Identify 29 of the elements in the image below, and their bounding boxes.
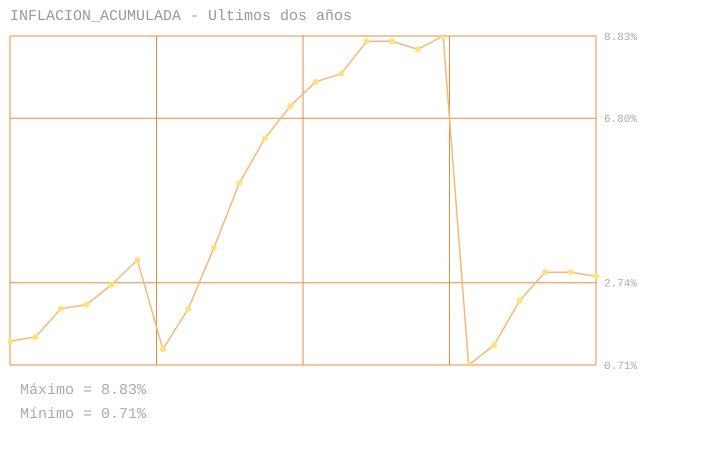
point [364, 38, 370, 44]
y-tick-label: 6.80% [604, 114, 638, 126]
point [58, 306, 64, 312]
point [210, 244, 217, 251]
point [185, 306, 192, 312]
point [236, 180, 242, 186]
point [389, 38, 396, 44]
point [262, 136, 268, 142]
point [338, 70, 344, 77]
point [83, 302, 90, 308]
point [108, 281, 115, 288]
point [160, 346, 166, 352]
point [491, 342, 498, 348]
point [414, 46, 421, 52]
point [568, 269, 574, 276]
point [134, 257, 140, 264]
point [542, 269, 548, 276]
point [8, 338, 13, 344]
y-tick-label: 2.74% [604, 278, 638, 291]
chart-title: INFLACION_ACUMULADA - Ultimos dos años [9, 8, 354, 26]
point [32, 334, 38, 340]
y-tick-label: 8.83% [604, 32, 638, 44]
point [516, 298, 523, 304]
point [593, 273, 599, 280]
point [312, 78, 319, 85]
text: Máximo = 8.83% [20, 381, 148, 401]
y-tick-label: 0.71% [604, 360, 638, 373]
text: Mínimo = 0.71% [20, 405, 148, 425]
point [287, 103, 294, 110]
